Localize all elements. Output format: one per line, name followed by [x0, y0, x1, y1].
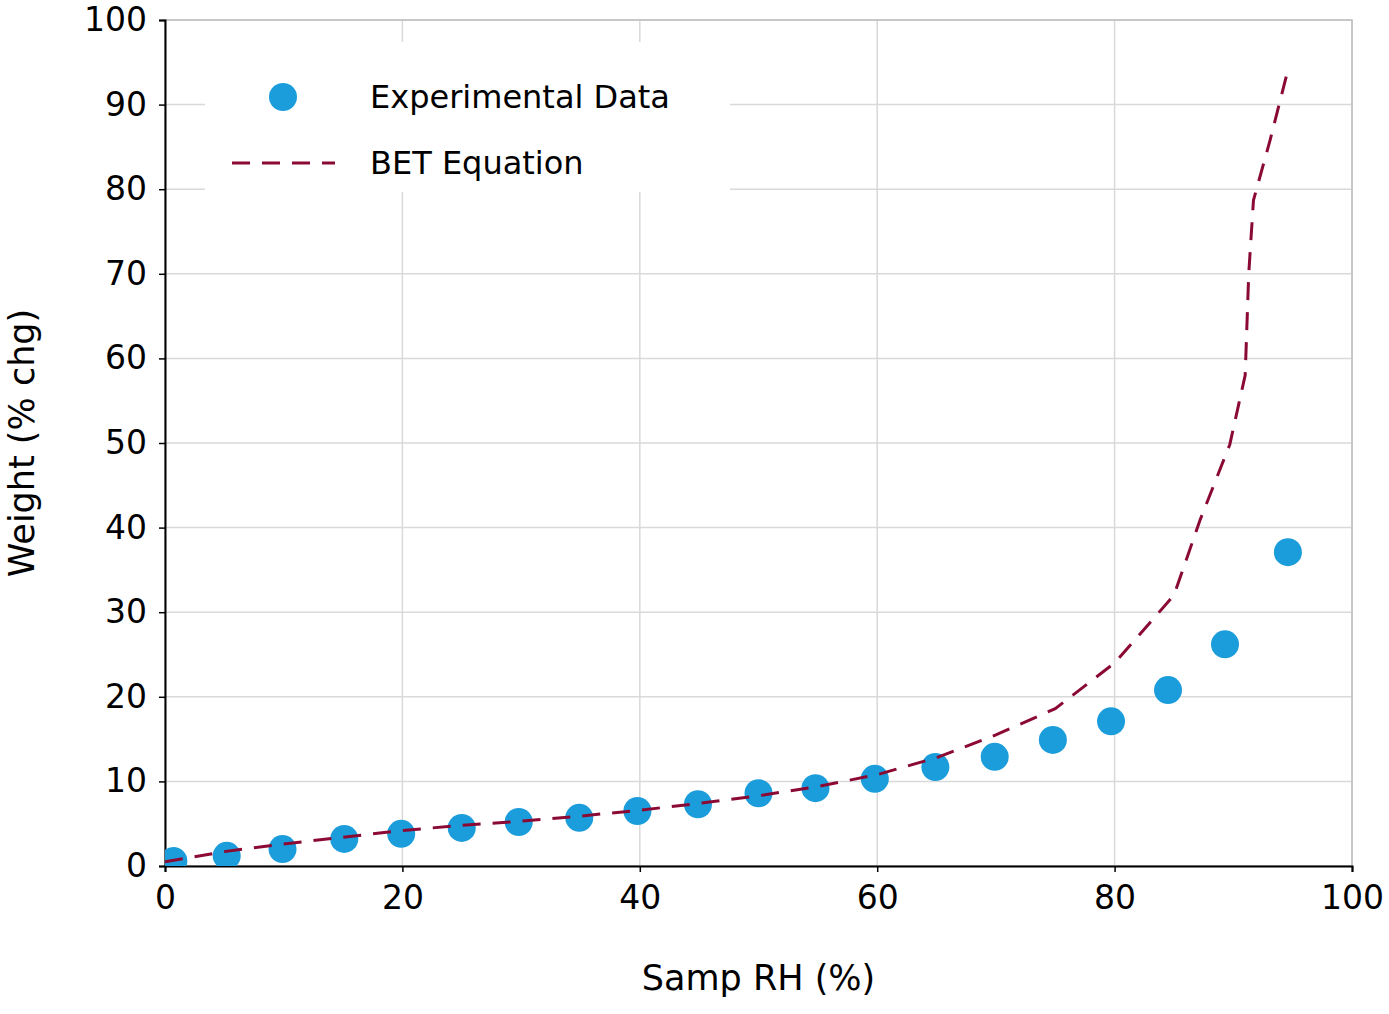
tick: 80: [105, 169, 165, 208]
tick-label: 100: [84, 0, 147, 39]
point: [981, 743, 1009, 771]
tick-label: 0: [126, 846, 147, 885]
point: [269, 835, 297, 863]
tick-mark: [159, 274, 165, 276]
tick-label: 90: [105, 85, 147, 124]
tick-label: 20: [105, 677, 147, 716]
tick-mark: [159, 781, 165, 783]
point: [213, 842, 241, 866]
point: [330, 825, 358, 853]
point: [861, 765, 889, 793]
legend-label: Experimental Data: [370, 78, 670, 116]
grid-line: [165, 527, 1352, 529]
tick-mark: [877, 866, 879, 872]
plot: 0 20 40 60 80 100 0 10 20 30 40 50 60 70 80 90 100 Experi…: [84, 0, 1384, 917]
tick-label: 80: [1094, 878, 1136, 917]
tick-mark: [640, 866, 642, 872]
tick-mark: [402, 866, 404, 872]
point: [387, 820, 415, 848]
point: [1039, 726, 1067, 754]
chart: 0 20 40 60 80 100 0 10 20 30 40 50 60 70 80 90 100 Experi…: [0, 0, 1389, 1014]
grid: [165, 20, 1352, 866]
grid-line: [165, 611, 1352, 613]
tick-mark: [159, 20, 165, 22]
tick: 30: [105, 592, 165, 631]
tick-mark: [1114, 866, 1116, 872]
legend-swatch: [232, 162, 335, 165]
y-axis-title: Weight (% chg): [2, 309, 42, 577]
tick: 60: [105, 338, 165, 377]
x-axis: 0 20 40 60 80 100: [155, 866, 1384, 917]
point: [1154, 676, 1182, 704]
tick: 0: [155, 866, 176, 917]
y-axis: 0 10 20 30 40 50 60 70 80 90 100: [84, 0, 166, 885]
tick-label: 80: [105, 169, 147, 208]
tick-mark: [159, 612, 165, 614]
axis-line: [166, 867, 1353, 873]
tick-mark: [159, 358, 165, 360]
tick-mark: [159, 697, 165, 699]
point: [165, 847, 187, 866]
point: [448, 814, 476, 842]
tick-label: 70: [105, 254, 147, 293]
grid-line: [165, 273, 1352, 275]
tick: 90: [105, 85, 165, 124]
legend-background: [205, 42, 730, 192]
tick-mark: [159, 866, 165, 868]
point: [1274, 538, 1302, 566]
tick-mark: [159, 189, 165, 191]
tick: 40: [619, 866, 661, 917]
axis-line: [159, 21, 166, 867]
tick-mark: [159, 104, 165, 106]
tick-mark: [1352, 866, 1354, 872]
tick-label: 50: [105, 423, 147, 462]
tick: 100: [1321, 866, 1384, 917]
grid-line: [165, 442, 1352, 444]
tick-label: 10: [105, 761, 147, 800]
tick: 40: [105, 508, 165, 547]
tick-label: 40: [619, 878, 661, 917]
x-axis-title: Samp RH (%): [642, 958, 875, 998]
tick-label: 40: [105, 508, 147, 547]
tick-label: 100: [1321, 878, 1384, 917]
tick-label: 60: [857, 878, 899, 917]
point: [1097, 707, 1125, 735]
tick-label: 20: [382, 878, 424, 917]
legend-label: BET Equation: [370, 144, 584, 182]
point: [1211, 630, 1239, 658]
tick: 60: [857, 866, 899, 917]
legend: Experimental Data BET Equation: [205, 42, 730, 192]
tick: 50: [105, 423, 165, 462]
legend-swatch: [269, 83, 297, 111]
tick-label: 0: [155, 878, 176, 917]
tick: 100: [84, 0, 165, 39]
plot-frame: [165, 20, 1352, 866]
tick-label: 60: [105, 338, 147, 377]
point: [921, 753, 949, 781]
tick: 70: [105, 254, 165, 293]
grid-line: [165, 358, 1352, 360]
tick-label: 30: [105, 592, 147, 631]
tick-mark: [159, 443, 165, 445]
tick: 20: [105, 677, 165, 716]
tick: 10: [105, 761, 165, 800]
tick: 80: [1094, 866, 1136, 917]
tick: 0: [126, 846, 165, 885]
tick-mark: [159, 527, 165, 529]
tick: 20: [382, 866, 424, 917]
